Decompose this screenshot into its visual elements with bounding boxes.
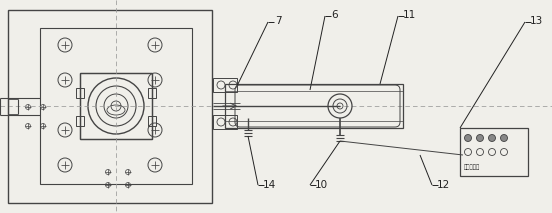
Circle shape [476, 134, 484, 141]
Bar [148, 116, 156, 126]
Bar [76, 116, 84, 126]
Circle shape [501, 134, 507, 141]
Text: 14: 14 [262, 180, 275, 190]
Bar [460, 128, 528, 176]
Bar [148, 88, 156, 98]
Circle shape [464, 134, 471, 141]
Text: 机床电控箱: 机床电控箱 [464, 164, 480, 170]
Bar [225, 84, 403, 128]
Text: 6: 6 [332, 10, 338, 20]
Circle shape [489, 134, 496, 141]
Text: 13: 13 [529, 16, 543, 26]
Bar [213, 115, 237, 129]
Text: 12: 12 [437, 180, 450, 190]
Text: 7: 7 [275, 16, 282, 26]
Text: 10: 10 [315, 180, 327, 190]
Bar [8, 10, 212, 203]
Bar [76, 88, 84, 98]
Bar [40, 28, 192, 184]
Bar [80, 73, 152, 139]
Text: 11: 11 [402, 10, 416, 20]
Bar [213, 78, 237, 92]
